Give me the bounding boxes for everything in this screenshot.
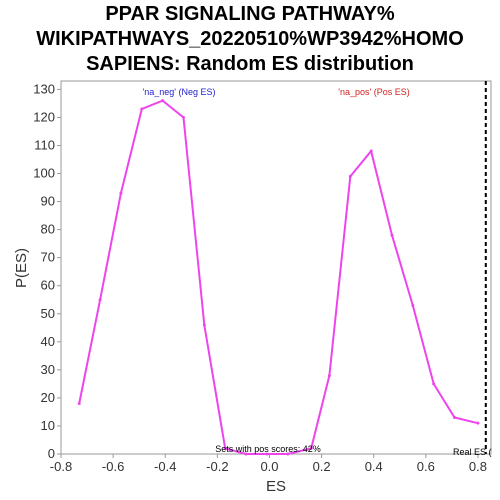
y-tick-label: 100 <box>33 166 55 181</box>
y-tick-label: 130 <box>33 81 55 96</box>
y-tick-label: 30 <box>41 362 55 377</box>
x-tick-label: -0.8 <box>50 459 72 474</box>
y-tick-label: 70 <box>41 250 55 265</box>
y-tick-label: 20 <box>41 390 55 405</box>
y-tick-label: 120 <box>33 109 55 124</box>
data-point <box>476 422 479 425</box>
x-tick-label: 0.0 <box>260 459 278 474</box>
data-point <box>161 99 164 102</box>
y-tick-label: 10 <box>41 418 55 433</box>
pos-scores-label: Sets with pos scores: 42% <box>215 444 321 454</box>
data-point <box>78 402 81 405</box>
x-tick-label: -0.6 <box>102 459 124 474</box>
data-point <box>328 374 331 377</box>
data-point <box>119 192 122 195</box>
x-tick-label: -0.2 <box>206 459 228 474</box>
data-point <box>349 175 352 178</box>
data-point <box>453 416 456 419</box>
x-tick-label: 0.8 <box>469 459 487 474</box>
y-tick-label: 90 <box>41 194 55 209</box>
plot-area <box>61 81 491 454</box>
data-point <box>99 298 102 301</box>
real-es-label: Real ES ( <box>453 447 492 457</box>
data-point <box>411 304 414 307</box>
y-tick-label: 110 <box>34 138 55 153</box>
y-tick-label: 0 <box>48 446 55 461</box>
y-tick-label: 50 <box>41 306 55 321</box>
data-point <box>203 323 206 326</box>
x-axis-title: ES <box>266 478 286 495</box>
data-point <box>432 382 435 385</box>
y-tick-label: 60 <box>41 278 55 293</box>
x-tick-label: 0.6 <box>417 459 435 474</box>
data-point <box>370 150 373 153</box>
pos-es-label: 'na_pos' (Pos ES) <box>338 87 409 97</box>
y-axis-title: P(ES) <box>13 248 30 288</box>
y-tick-label: 40 <box>41 334 55 349</box>
x-tick-label: 0.4 <box>365 459 383 474</box>
data-point <box>182 116 185 119</box>
data-point <box>390 234 393 237</box>
neg-es-label: 'na_neg' (Neg ES) <box>143 87 216 97</box>
y-tick-label: 80 <box>41 222 55 237</box>
x-tick-label: 0.2 <box>313 459 331 474</box>
data-point <box>140 108 143 111</box>
x-tick-label: -0.4 <box>154 459 176 474</box>
